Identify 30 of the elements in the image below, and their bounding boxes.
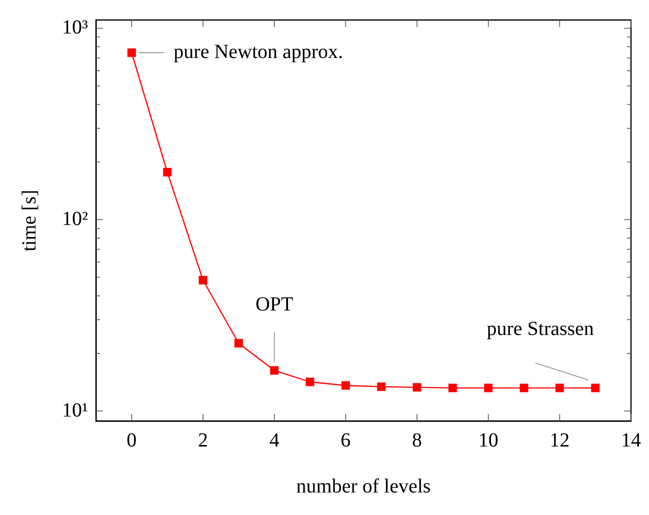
point: [448, 384, 457, 392]
point: [306, 378, 314, 386]
x-tick-label: 14: [621, 429, 641, 452]
y-tick-label: 10¹: [62, 399, 88, 422]
y-tick-label: 10³: [62, 16, 88, 38]
x-tick-label: 12: [550, 429, 570, 452]
point: [377, 382, 386, 391]
point: [555, 384, 564, 392]
annotation: pure Strassen: [486, 318, 594, 340]
point: [127, 48, 136, 57]
point: [520, 384, 528, 392]
point: [198, 276, 208, 284]
point: [341, 381, 350, 390]
point: [412, 383, 422, 392]
x-tick-label: 6: [340, 429, 351, 452]
x-tick-label: 8: [412, 429, 422, 452]
point: [163, 168, 172, 176]
point: [234, 339, 243, 348]
point: [591, 384, 600, 392]
x-tick-label: 4: [269, 429, 280, 452]
annotation: OPT: [255, 294, 294, 316]
y-axis-title: time [s]: [18, 190, 40, 252]
point: [270, 366, 279, 375]
annotation: pure Newton approx.: [174, 40, 344, 63]
x-axis-title: number of levels: [296, 475, 431, 498]
x-tick-label: 0: [126, 429, 137, 452]
x-tick-label: 2: [198, 429, 208, 452]
y-tick-label: 10²: [62, 208, 88, 230]
point: [484, 384, 493, 392]
x-tick-label: 10: [478, 429, 498, 452]
